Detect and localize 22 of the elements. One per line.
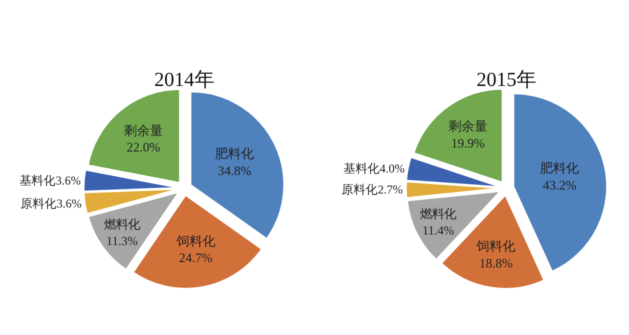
slice-label: 饲料化 (175, 233, 216, 248)
data-label: 22.0% (126, 140, 160, 155)
slice-label: 肥料化 (215, 146, 254, 162)
data-label: 18.8% (479, 255, 514, 270)
data-label: 43.2% (542, 178, 577, 193)
slice-label: 基料化3.6% (20, 174, 81, 188)
slice-label: 剩余量 (124, 122, 163, 138)
slice-label: 原料化2.7% (342, 182, 403, 197)
slice-label: 基料化4.0% (344, 161, 405, 176)
slice-label: 肥料化 (540, 160, 580, 176)
slice-label: 燃料化 (104, 218, 140, 232)
slice-label: 剩余量 (448, 118, 488, 134)
data-label: 19.9% (451, 136, 485, 151)
data-label: 34.8% (218, 163, 252, 178)
chart-title: 2014年 (154, 68, 214, 91)
data-label: 11.4% (422, 223, 454, 238)
slice-label: 原料化3.6% (20, 196, 82, 210)
slice-label: 燃料化 (420, 207, 456, 222)
chart-title: 2015年 (476, 68, 537, 91)
data-label: 24.7% (179, 250, 213, 266)
slice-label: 饲料化 (476, 238, 516, 254)
data-label: 11.3% (106, 234, 138, 248)
